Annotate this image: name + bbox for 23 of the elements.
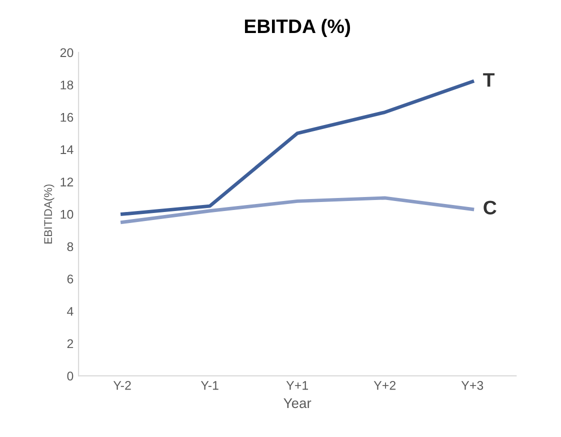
y-tick-label: 4 [67,307,74,316]
y-tick-label: 18 [60,80,74,90]
y-tick-label: 8 [67,242,74,252]
x-axis-title: Year [284,398,312,408]
x-tick-label: Y-1 [200,381,218,390]
x-tick-label: Y+2 [374,381,396,390]
line-series [120,80,474,216]
x-tick-label: Y+3 [461,381,484,390]
y-tick-label: 16 [60,112,74,122]
series-label: T [483,73,495,87]
y-tick-label: 12 [60,178,74,186]
x-tick-label: Y+1 [286,381,308,390]
chart-title: EBITDA (%) [244,18,350,38]
y-tick-label: 20 [60,48,74,58]
y-tick-label: 0 [67,372,74,380]
y-tick-label: 2 [67,339,74,348]
series-label: C [484,200,496,214]
line-series [120,196,474,224]
y-tick-label: 14 [60,145,74,154]
x-tick-label: Y-2 [113,381,131,390]
y-tick-label: 6 [67,274,74,284]
y-tick-label: 10 [60,210,74,219]
y-axis-title: EBITIDA(%) [44,184,54,244]
